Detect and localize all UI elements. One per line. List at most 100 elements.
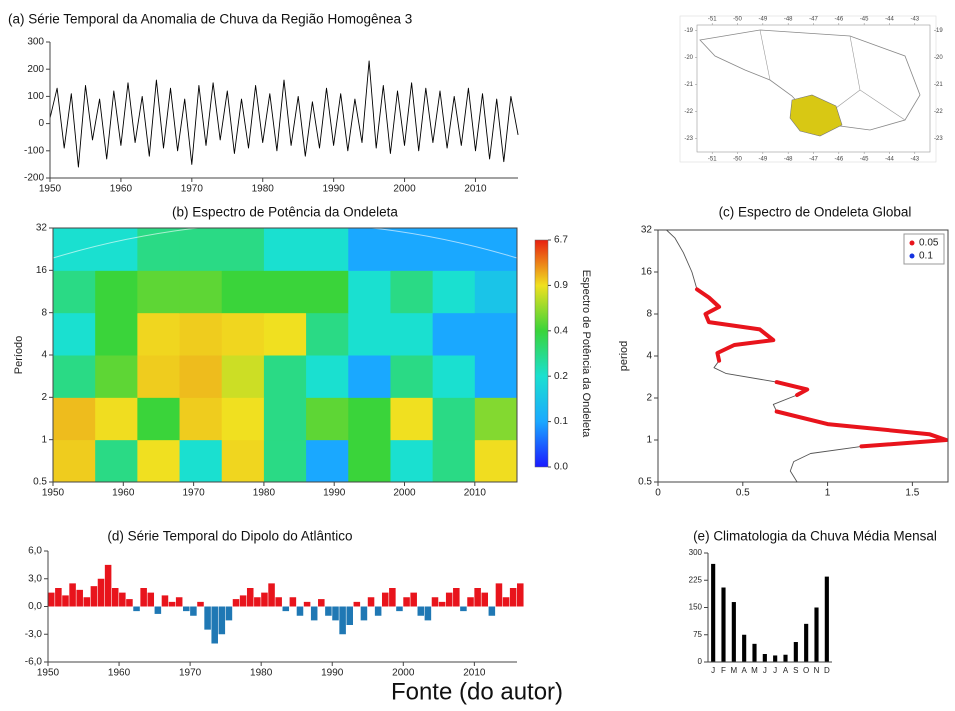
legend-label: 0.1 — [919, 251, 933, 262]
bar — [721, 587, 726, 662]
heatmap-cell — [348, 270, 391, 314]
bar — [303, 601, 311, 607]
bar — [773, 655, 778, 662]
map-x-tick-label: -48 — [784, 157, 793, 163]
x-tick-label: A — [741, 666, 747, 675]
heatmap-cell — [306, 355, 349, 398]
bar — [254, 597, 261, 607]
bar — [824, 576, 829, 662]
map-x-tick-label: -48 — [784, 17, 793, 23]
y-tick-label: 1 — [646, 435, 652, 446]
colorbar-tick-label: 0.4 — [554, 325, 568, 336]
colorbar-label: Espectro de Potência da Ondeleta — [580, 270, 592, 438]
bar — [346, 606, 353, 625]
bar — [218, 606, 226, 635]
x-tick-label: 2010 — [464, 184, 487, 195]
bar — [147, 592, 155, 607]
map-y-tick-label: -23 — [684, 136, 693, 142]
map-x-tick-label: -47 — [809, 157, 818, 163]
y-tick-label: 2 — [41, 392, 47, 403]
heatmap-cell — [306, 439, 349, 483]
map-x-tick-label: -45 — [860, 157, 869, 163]
map-border — [835, 89, 861, 109]
colorbar-tick-label: 6.7 — [554, 235, 568, 246]
bar — [742, 634, 747, 662]
y-tick-label: 3,0 — [28, 573, 42, 584]
x-tick-label: M — [730, 666, 737, 675]
y-tick-label: -200 — [24, 173, 44, 184]
heatmap-cell — [348, 397, 391, 441]
bar — [495, 583, 503, 607]
heatmap-cell — [221, 439, 265, 483]
bar — [175, 597, 183, 607]
x-tick-label: 0 — [655, 488, 661, 499]
heatmap-cell — [432, 312, 476, 356]
heatmap-cell — [221, 312, 265, 356]
bar — [367, 597, 375, 607]
y-tick-label: 8 — [41, 307, 47, 318]
map-y-tick-label: -20 — [934, 55, 943, 61]
heatmap-cell — [263, 355, 307, 398]
y-tick-label: 0 — [38, 118, 44, 129]
map-y-tick-label: -23 — [934, 136, 943, 142]
heatmap-cell — [348, 312, 391, 356]
bar — [353, 601, 361, 607]
bar — [310, 606, 318, 621]
x-tick-label: 2000 — [393, 184, 416, 195]
cone-of-influence — [52, 222, 518, 483]
legend-label: 0.05 — [919, 238, 939, 249]
colorbar-tick-label: 0.1 — [554, 416, 568, 427]
heatmap-cell — [390, 270, 434, 314]
y-tick-label: 16 — [36, 265, 48, 276]
bar — [168, 601, 176, 607]
bar — [453, 588, 460, 607]
y-tick-label: 75 — [693, 630, 702, 639]
colorbar-tick-label: 0.0 — [554, 462, 568, 473]
bar — [339, 606, 346, 635]
x-tick-label: 1970 — [179, 668, 202, 679]
y-tick-label: 0,0 — [28, 601, 42, 612]
heatmap-cell — [95, 270, 138, 314]
heatmap-cell — [179, 355, 223, 398]
colorbar-tick-label: 0.2 — [554, 371, 568, 382]
heatmap-cell — [306, 228, 349, 271]
map-x-tick-label: -50 — [733, 157, 742, 163]
heatmap-cell — [474, 355, 518, 398]
bar — [431, 597, 439, 607]
heatmap-cell — [137, 355, 181, 398]
bar — [360, 606, 368, 621]
heatmap-cell — [263, 228, 307, 271]
x-tick-label: 1980 — [250, 668, 273, 679]
map-y-tick-label: -22 — [684, 109, 693, 115]
chart-title: (b) Espectro de Potência da Ondeleta — [172, 205, 398, 220]
bar — [460, 606, 467, 612]
y-tick-label: -100 — [24, 145, 44, 156]
map-x-tick-label: -43 — [910, 157, 919, 163]
x-tick-label: 2010 — [464, 488, 487, 499]
bar — [517, 583, 524, 607]
x-tick-label: 1950 — [42, 488, 65, 499]
heatmap-cell — [263, 312, 307, 356]
heatmap-cell — [306, 270, 349, 314]
bar — [289, 597, 297, 607]
map-x-tick-label: -47 — [809, 17, 818, 23]
bar — [133, 606, 140, 612]
x-tick-label: 1990 — [323, 184, 346, 195]
bar — [261, 592, 268, 607]
map-x-tick-label: -49 — [759, 17, 768, 23]
y-tick-label: 0.5 — [638, 477, 652, 488]
bar — [204, 606, 211, 630]
bar — [296, 606, 304, 616]
x-tick-label: J — [773, 666, 777, 675]
x-tick-label: J — [763, 666, 767, 675]
series-line — [695, 287, 949, 449]
map-region — [699, 29, 921, 131]
heatmap-cell — [263, 439, 307, 483]
heatmap-cell — [137, 228, 181, 271]
y-tick-label: 32 — [641, 225, 653, 236]
bar — [111, 588, 119, 607]
heatmap-cell — [348, 355, 391, 398]
x-tick-label: 0.5 — [736, 488, 750, 499]
y-tick-label: 150 — [689, 603, 703, 612]
y-axis-label: Período — [13, 336, 25, 375]
